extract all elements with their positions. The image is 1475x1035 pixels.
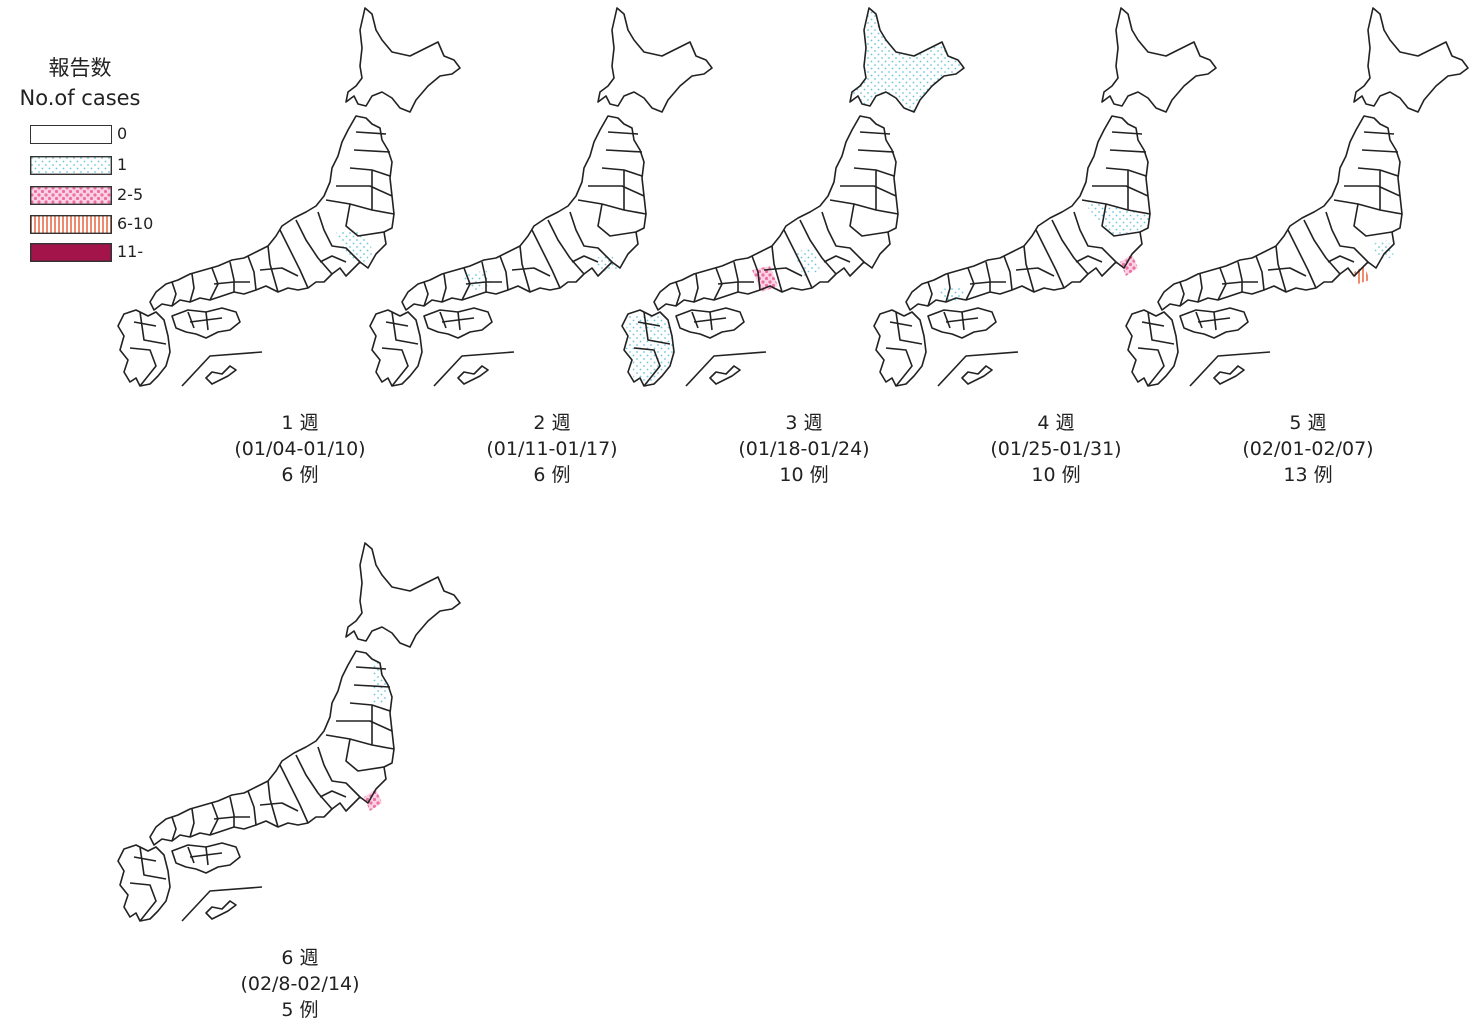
region-hokkaido-highlight — [850, 8, 964, 112]
legend-swatch-4 — [30, 243, 112, 262]
map-panel-week-5: 5 週 (02/01-02/07) 13 例 — [1118, 0, 1475, 500]
panel-caption-week-4: 4 週 (01/25-01/31) 10 例 — [866, 410, 1246, 488]
japan-map-week-5 — [1125, 7, 1469, 387]
region-kanto-highlight — [336, 230, 374, 262]
japan-map-week-4 — [873, 7, 1217, 387]
legend-swatch-1 — [30, 156, 112, 175]
legend-title-japanese: 報告数 — [48, 56, 112, 80]
map-panel-week-2: 2 週 (01/11-01/17) 6 例 — [362, 0, 742, 500]
japan-map-week-3 — [621, 7, 965, 387]
legend-item-3: 6-10 — [30, 214, 170, 237]
date-range: (01/25-01/31) — [990, 438, 1122, 460]
panel-caption-week-6: 6 週 (02/8-02/14) 5 例 — [110, 945, 490, 1023]
case-count: 6 例 — [533, 464, 571, 486]
region-chubu-highlight — [794, 248, 820, 278]
panel-caption-week-1: 1 週 (01/04-01/10) 6 例 — [110, 410, 490, 488]
map-panel-week-1: 1 週 (01/04-01/10) 6 例 — [110, 0, 490, 500]
japan-map-week-6 — [117, 542, 461, 922]
legend-item-0: 0 — [30, 124, 170, 147]
legend-label-2: 2-5 — [117, 185, 144, 204]
legend-swatch-2 — [30, 186, 112, 205]
region-kyushu-highlight — [624, 312, 674, 384]
japan-map-week-1 — [117, 7, 461, 387]
legend-item-2: 2-5 — [30, 185, 170, 208]
legend-label-4: 11- — [117, 242, 144, 261]
legend-label-3: 6-10 — [117, 214, 154, 233]
date-range: (02/01-02/07) — [1242, 438, 1374, 460]
case-count: 10 例 — [1031, 464, 1081, 486]
map-legend: 報告数 No.of cases 0 1 2-5 6-10 11- — [0, 0, 170, 270]
week-label: 4 週 — [1037, 412, 1075, 434]
region-ibaraki-highlight — [1372, 240, 1394, 262]
japan-map-week-2 — [369, 7, 713, 387]
region-chubu-highlight — [592, 256, 620, 272]
panel-caption-week-3: 3 週 (01/18-01/24) 10 例 — [614, 410, 994, 488]
date-range: (01/04-01/10) — [234, 438, 366, 460]
date-range: (01/11-01/17) — [486, 438, 618, 460]
case-count: 6 例 — [281, 464, 319, 486]
week-label: 3 週 — [785, 412, 823, 434]
week-label: 2 週 — [533, 412, 571, 434]
region-chiba-highlight — [1120, 254, 1138, 276]
legend-item-1: 1 — [30, 155, 170, 178]
legend-swatch-3 — [30, 215, 112, 234]
map-panel-week-4: 4 週 (01/25-01/31) 10 例 — [866, 0, 1246, 500]
legend-item-4: 11- — [30, 242, 170, 265]
map-panel-week-3: 3 週 (01/18-01/24) 10 例 — [614, 0, 994, 500]
date-range: (01/18-01/24) — [738, 438, 870, 460]
date-range: (02/8-02/14) — [240, 973, 360, 995]
week-label: 6 週 — [281, 947, 319, 969]
region-kanagawa-highlight — [1354, 266, 1370, 284]
legend-swatch-0 — [30, 125, 112, 144]
case-count: 13 例 — [1283, 464, 1333, 486]
legend-label-1: 1 — [117, 155, 128, 174]
case-count: 10 例 — [779, 464, 829, 486]
region-iwate-highlight — [372, 659, 388, 705]
legend-label-0: 0 — [117, 124, 128, 143]
case-count: 5 例 — [281, 999, 319, 1021]
panel-caption-week-2: 2 週 (01/11-01/17) 6 例 — [362, 410, 742, 488]
panel-caption-week-5: 5 週 (02/01-02/07) 13 例 — [1118, 410, 1475, 488]
week-label: 5 週 — [1289, 412, 1327, 434]
legend-title-english: No.of cases — [19, 86, 141, 110]
region-tohoku-highlight — [1082, 200, 1150, 236]
week-label: 1 週 — [281, 412, 319, 434]
region-chiba-highlight — [364, 789, 382, 811]
map-panel-week-6: 6 週 (02/8-02/14) 5 例 — [110, 535, 490, 1035]
